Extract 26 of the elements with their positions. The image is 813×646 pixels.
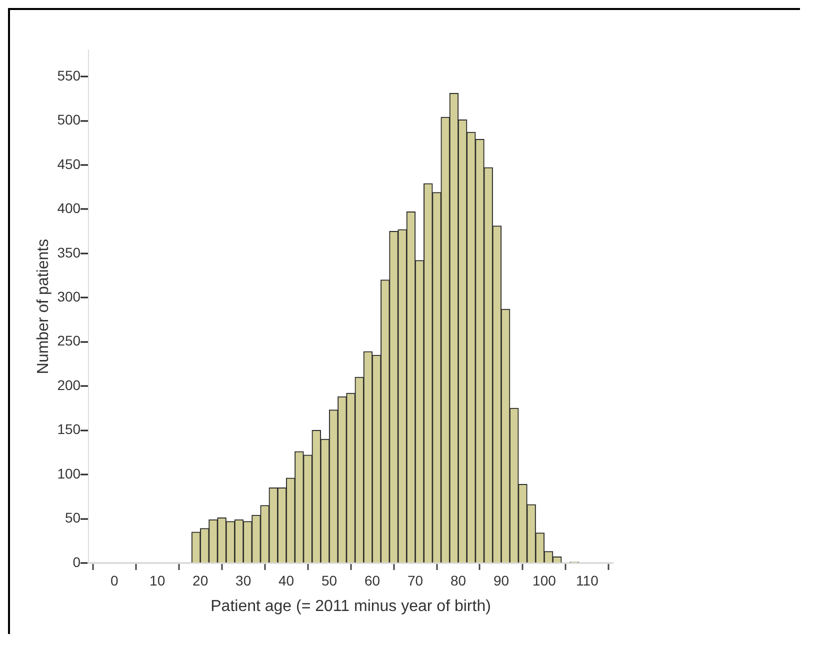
x-tick-label: 50 — [321, 572, 338, 588]
y-tick-label: 550 — [57, 67, 81, 84]
x-tick-label: 20 — [192, 572, 208, 588]
y-tick-label: 250 — [57, 332, 81, 349]
x-tick-label: 40 — [278, 572, 294, 588]
y-tick-label: 200 — [57, 376, 81, 393]
y-tick-label: 450 — [57, 156, 81, 172]
y-tick-label: 0 — [72, 554, 81, 570]
x-tick-label: 100 — [532, 572, 556, 588]
x-tick-label: 80 — [450, 572, 466, 588]
y-tick-label: 350 — [57, 244, 81, 260]
x-tick-label: 90 — [493, 572, 510, 588]
y-axis-title: Number of patients — [35, 238, 52, 374]
x-tick-label: 70 — [407, 572, 424, 588]
y-tick-label: 100 — [57, 465, 81, 482]
x-tick-label: 0 — [110, 572, 118, 588]
x-tick-label: 10 — [150, 572, 166, 588]
y-tick-label: 300 — [57, 288, 81, 305]
x-tick-label: 30 — [236, 572, 252, 588]
y-tick-label: 400 — [57, 200, 81, 216]
x-tick-label: 60 — [364, 572, 380, 588]
y-tick-label: 500 — [57, 112, 81, 128]
x-tick-label: 110 — [576, 572, 599, 588]
x-axis-title: Patient age (= 2011 minus year of birth) — [210, 598, 491, 615]
y-tick-label: 150 — [57, 421, 81, 438]
y-tick-label: 50 — [64, 510, 81, 526]
